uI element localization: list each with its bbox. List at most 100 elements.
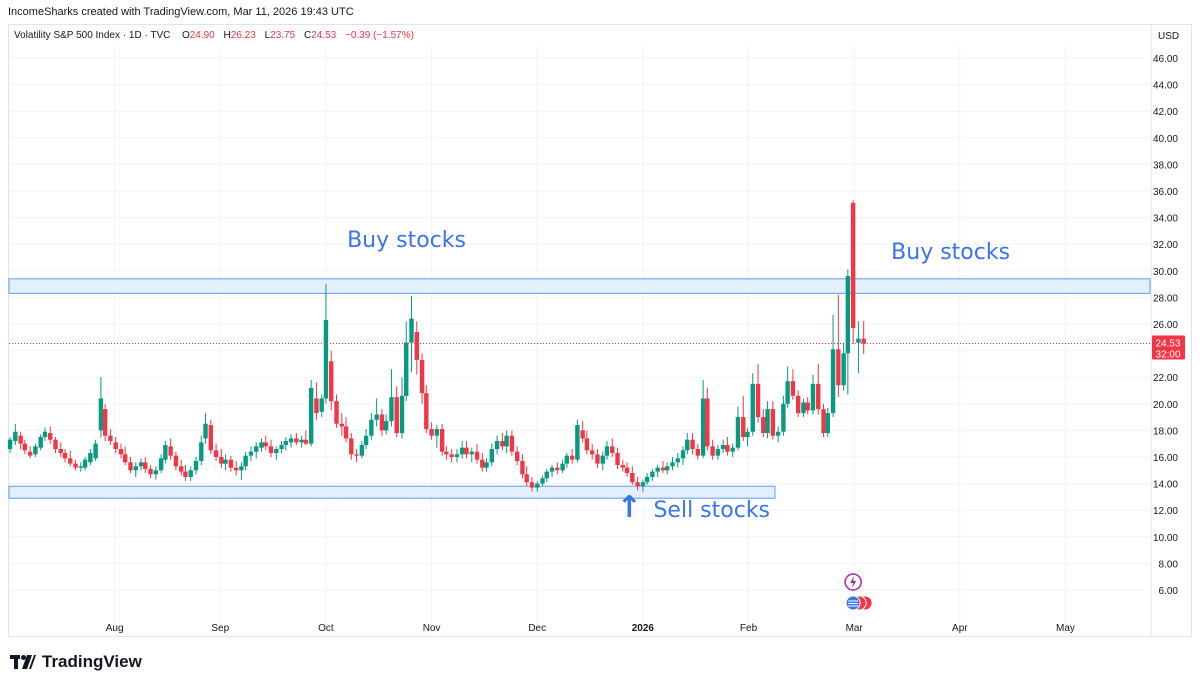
candle-body[interactable] — [580, 430, 585, 439]
candle-body[interactable] — [243, 455, 248, 467]
candle-body[interactable] — [790, 381, 796, 396]
candle-body[interactable] — [38, 437, 43, 448]
candle-body[interactable] — [805, 402, 810, 411]
candle-body[interactable] — [540, 478, 545, 484]
candle-body[interactable] — [589, 450, 595, 455]
candle-body[interactable] — [705, 398, 710, 447]
candle-body[interactable] — [268, 446, 274, 454]
candle-body[interactable] — [399, 395, 405, 434]
candle-body[interactable] — [379, 414, 385, 431]
candle-body[interactable] — [785, 381, 790, 404]
candle-body[interactable] — [660, 467, 666, 471]
candle-body[interactable] — [283, 441, 288, 446]
candle-body[interactable] — [148, 468, 153, 475]
candle-body[interactable] — [595, 454, 600, 464]
candle-body[interactable] — [153, 470, 159, 475]
candle-body[interactable] — [163, 445, 168, 460]
candle-body[interactable] — [710, 446, 715, 456]
candle-body[interactable] — [53, 439, 58, 450]
candle-body[interactable] — [514, 451, 520, 461]
candle-body[interactable] — [374, 414, 379, 420]
candle-body[interactable] — [460, 447, 465, 455]
candle-body[interactable] — [199, 442, 204, 461]
candle-body[interactable] — [33, 446, 38, 455]
candle-body[interactable] — [845, 276, 851, 354]
candle-body[interactable] — [841, 353, 846, 386]
candle-body[interactable] — [801, 402, 806, 414]
candle-body[interactable] — [48, 433, 53, 440]
candle-body[interactable] — [620, 464, 626, 468]
candle-body[interactable] — [856, 338, 861, 343]
candle-body[interactable] — [168, 446, 173, 456]
candle-body[interactable] — [524, 474, 529, 483]
candle-body[interactable] — [239, 466, 244, 471]
candle-body[interactable] — [7, 439, 13, 450]
candle-body[interactable] — [183, 471, 188, 477]
candle-body[interactable] — [323, 320, 329, 399]
candle-body[interactable] — [419, 359, 425, 394]
candle-body[interactable] — [600, 455, 605, 464]
candle-body[interactable] — [294, 438, 299, 443]
candle-body[interactable] — [560, 463, 565, 471]
annotation-label[interactable]: Buy stocks — [891, 240, 1010, 265]
candle-body[interactable] — [741, 417, 746, 438]
candle-body[interactable] — [424, 393, 429, 430]
candle-body[interactable] — [263, 442, 268, 447]
candle-body[interactable] — [655, 467, 660, 472]
candle-body[interactable] — [795, 395, 801, 414]
candle-body[interactable] — [68, 458, 73, 464]
last-price-badge[interactable] — [1152, 335, 1185, 360]
candle-body[interactable] — [755, 383, 761, 418]
candle-body[interactable] — [504, 435, 509, 447]
candle-body[interactable] — [228, 459, 234, 468]
candle-body[interactable] — [725, 445, 730, 452]
candle-body[interactable] — [143, 462, 148, 469]
candle-body[interactable] — [303, 439, 309, 444]
candle-body[interactable] — [314, 398, 319, 414]
candle-body[interactable] — [644, 476, 650, 483]
candle-body[interactable] — [745, 431, 750, 438]
candle-body[interactable] — [624, 467, 630, 473]
candle-body[interactable] — [439, 429, 445, 452]
candle-body[interactable] — [359, 445, 365, 456]
candle-body[interactable] — [288, 438, 294, 443]
candle-body[interactable] — [279, 445, 284, 450]
candle-body[interactable] — [469, 451, 474, 455]
candle-body[interactable] — [730, 447, 735, 452]
candle-body[interactable] — [770, 409, 776, 436]
candle-body[interactable] — [343, 426, 349, 439]
candle-body[interactable] — [363, 435, 369, 446]
candle-body[interactable] — [233, 467, 239, 471]
candle-body[interactable] — [584, 438, 590, 451]
tradingview-logo[interactable]: TradingView — [10, 652, 142, 672]
candle-body[interactable] — [118, 449, 124, 455]
annotation-label[interactable]: Buy stocks — [347, 228, 466, 253]
candle-body[interactable] — [670, 462, 675, 467]
candle-body[interactable] — [223, 459, 228, 464]
candle-body[interactable] — [133, 466, 138, 471]
candle-body[interactable] — [449, 454, 454, 457]
support-resistance-zone-upper[interactable] — [8, 278, 1151, 295]
candle-body[interactable] — [208, 425, 213, 451]
candle-body[interactable] — [549, 467, 555, 472]
candle-body[interactable] — [349, 438, 354, 455]
candle-body[interactable] — [695, 449, 701, 456]
candle-body[interactable] — [830, 349, 836, 414]
candle-body[interactable] — [484, 462, 489, 468]
candle-body[interactable] — [535, 483, 540, 488]
candle-body[interactable] — [389, 397, 394, 422]
candle-body[interactable] — [569, 455, 575, 460]
candle-body[interactable] — [480, 459, 485, 468]
candle-body[interactable] — [42, 431, 48, 438]
candle-body[interactable] — [369, 419, 374, 436]
candle-body[interactable] — [604, 446, 610, 456]
candle-body[interactable] — [213, 450, 219, 457]
candle-body[interactable] — [781, 403, 786, 432]
candle-body[interactable] — [203, 423, 208, 439]
candle-body[interactable] — [615, 453, 620, 465]
candle-body[interactable] — [489, 449, 495, 463]
candle-body[interactable] — [700, 398, 706, 456]
candle-body[interactable] — [219, 457, 224, 464]
candle-body[interactable] — [254, 446, 259, 452]
